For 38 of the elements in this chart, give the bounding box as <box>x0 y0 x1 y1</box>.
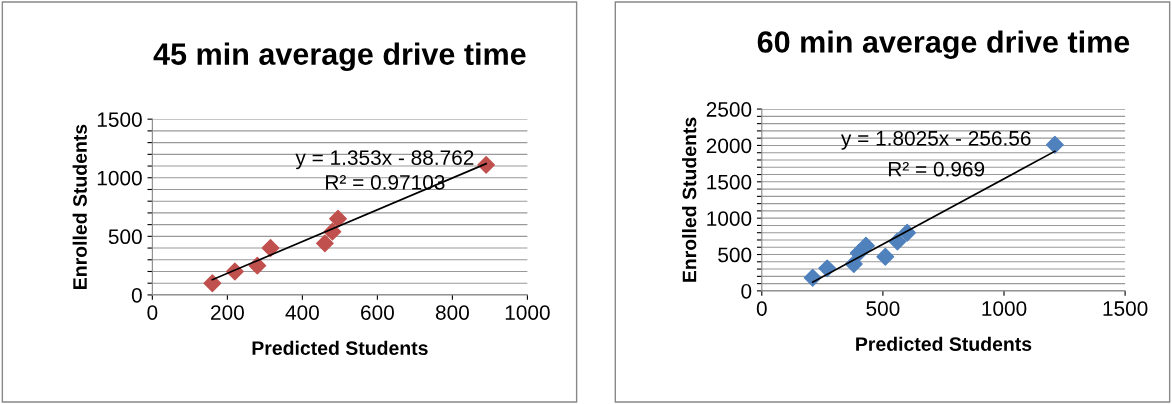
x-tick-label: 0 <box>756 301 767 316</box>
point <box>261 239 280 257</box>
y-tick-label: 1000 <box>707 211 752 226</box>
y-axis-title: Enrolled Students <box>72 124 87 289</box>
x-tick-label: 1000 <box>505 305 550 320</box>
x-tick-label: 400 <box>285 305 319 320</box>
point <box>315 234 334 253</box>
annotation: y = 1.8025x - 256.56 <box>840 130 1031 150</box>
x-tick-label: 500 <box>866 301 900 316</box>
chart-title: 45 min average drive time <box>153 42 526 72</box>
y-tick-label: 0 <box>741 283 752 299</box>
x-tick-label: 600 <box>361 305 394 320</box>
point <box>203 274 222 293</box>
y-tick-label: 1500 <box>707 174 752 190</box>
point <box>329 209 347 228</box>
x-tick-label: 800 <box>435 305 469 320</box>
y-axis-title: Enrolled Students <box>682 117 697 282</box>
y-tick-label: 500 <box>718 247 752 263</box>
chart-title: 60 min average drive time <box>757 30 1130 59</box>
x-tick-label: 200 <box>211 305 244 320</box>
point <box>477 155 496 174</box>
x-axis-title: Predicted Students <box>856 336 1032 351</box>
annotation: R² = 0.97103 <box>326 174 445 190</box>
point <box>876 247 895 266</box>
y-tick-label: 2500 <box>706 102 752 117</box>
y-tick-label: 0 <box>131 287 142 303</box>
x-tick-label: 1000 <box>982 301 1027 316</box>
y-tick-label: 1000 <box>97 170 142 186</box>
annotation: y = 1.353x - 88.762 <box>295 150 474 170</box>
x-tick-label: 1500 <box>1103 301 1148 316</box>
x-axis-title: Predicted Students <box>252 340 428 356</box>
annotation: R² = 0.969 <box>888 161 985 177</box>
point <box>857 236 875 255</box>
y-tick-label: 500 <box>108 229 142 245</box>
y-tick-label: 2000 <box>706 138 752 154</box>
point <box>1045 135 1064 154</box>
x-tick-label: 0 <box>147 305 158 320</box>
y-tick-label: 1500 <box>97 112 142 127</box>
